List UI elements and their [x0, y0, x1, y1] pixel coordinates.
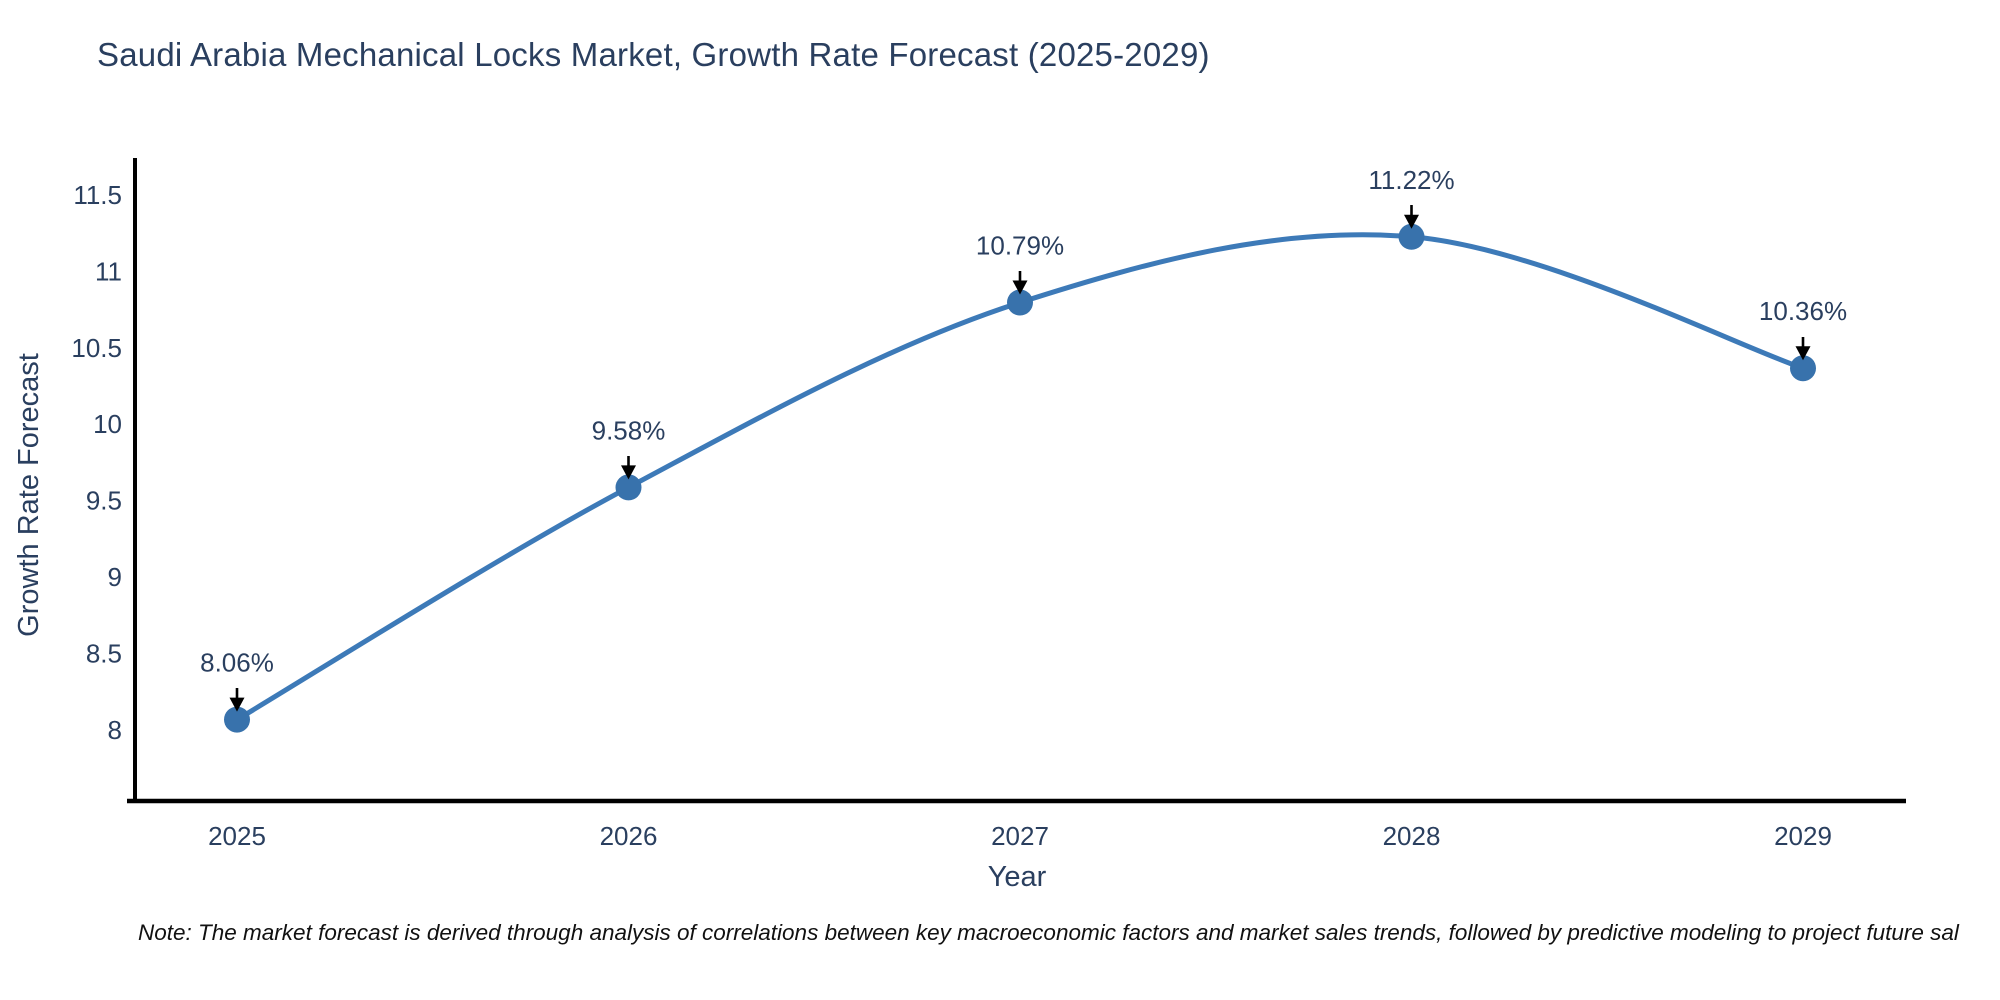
x-axis-ticks: 2025 2026 2027 2028 2029 [208, 821, 1832, 851]
data-point-2028 [1398, 223, 1425, 250]
data-point-2026 [615, 474, 642, 501]
arrow-head-icon [621, 465, 636, 480]
y-tick-label: 9 [108, 562, 122, 592]
y-tick-label: 10.5 [71, 333, 122, 363]
footnote: Note: The market forecast is derived thr… [138, 920, 1959, 945]
y-tick-label: 8 [108, 715, 122, 745]
point-label-2027: 10.79% [976, 231, 1064, 261]
y-axis-title: Growth Rate Forecast [13, 353, 45, 637]
data-point-2025 [224, 706, 250, 733]
point-label-2025: 8.06% [200, 648, 274, 678]
y-tick-label: 11.5 [73, 180, 122, 210]
arrow-head-icon [229, 697, 245, 712]
annotation-arrows [229, 205, 1811, 712]
arrow-head-icon [1404, 214, 1419, 229]
point-label-2026: 9.58% [592, 415, 666, 445]
y-tick-label: 10 [93, 409, 122, 439]
arrow-head-icon [1795, 346, 1811, 361]
y-tick-label: 11 [95, 256, 122, 286]
data-point-2029 [1790, 355, 1816, 382]
x-axis-title: Year [988, 861, 1047, 893]
x-tick-label: 2027 [991, 821, 1049, 851]
data-point-markers [224, 223, 1816, 733]
point-label-2028: 11.22% [1368, 165, 1454, 195]
y-tick-label: 8.5 [86, 638, 122, 668]
point-label-2029: 10.36% [1759, 296, 1847, 326]
arrow-head-icon [1012, 280, 1028, 295]
x-tick-label: 2029 [1774, 821, 1832, 851]
data-point-2027 [1007, 289, 1033, 316]
x-tick-label: 2028 [1383, 821, 1441, 851]
x-tick-label: 2026 [600, 821, 658, 851]
y-axis-ticks: 11.5 11 10.5 10 9.5 9 8.5 8 [71, 180, 122, 745]
chart-title: Saudi Arabia Mechanical Locks Market, Gr… [97, 36, 1210, 73]
x-tick-label: 2025 [208, 821, 266, 851]
y-tick-label: 9.5 [86, 486, 122, 516]
annotation-labels: 8.06% 9.58% 10.79% 11.22% 10.36% [200, 165, 1847, 678]
